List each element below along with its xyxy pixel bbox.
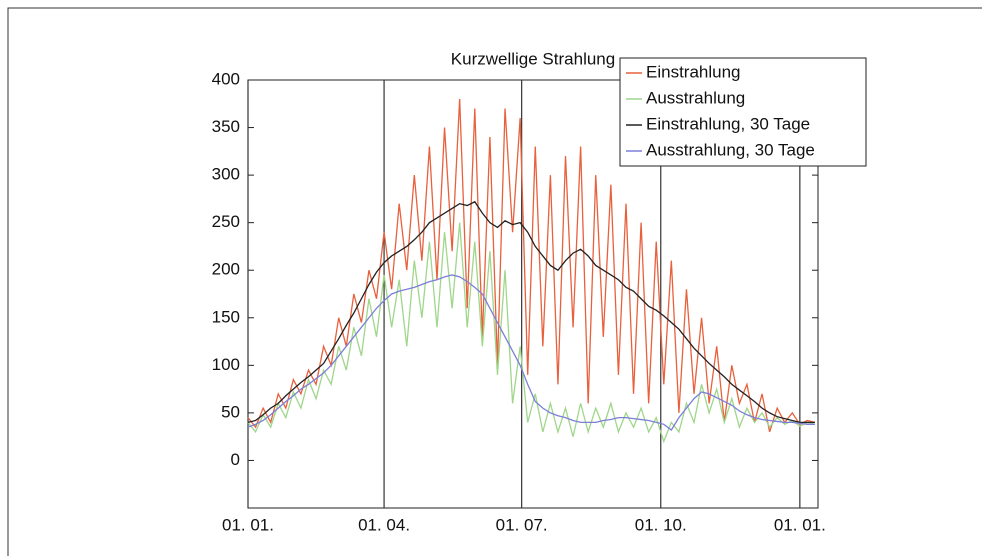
series-line [247,222,816,444]
y-tick-label: 250 [212,212,240,231]
y-tick-label: 50 [221,402,240,421]
y-tick-label: 100 [212,355,240,374]
x-tick-label: 01. 10. [635,515,687,534]
y-tick-label: 150 [212,307,240,326]
series-line [247,200,815,424]
y-tick-label: 400 [212,69,240,88]
y-tick-label: 350 [212,117,240,136]
x-tick-label: 01. 04. [358,515,410,534]
frame [7,7,982,556]
legend-label: Einstrahlung [646,62,741,81]
legend-label: Ausstrahlung [646,88,745,107]
legend-label: Ausstrahlung, 30 Tage [646,140,815,159]
chart-title: Kurzwellige Strahlung [451,49,615,68]
legend-label: Einstrahlung, 30 Tage [646,114,810,133]
y-tick-label: 0 [231,450,240,469]
x-tick-label: 01. 01. [222,515,274,534]
legend-box [619,57,867,167]
y-tick-label: 200 [212,260,240,279]
y-tick-label: 300 [212,165,240,184]
x-tick-label: 01. 01. [774,515,826,534]
series-line [247,274,815,431]
x-tick-label: 01. 07. [496,515,548,534]
